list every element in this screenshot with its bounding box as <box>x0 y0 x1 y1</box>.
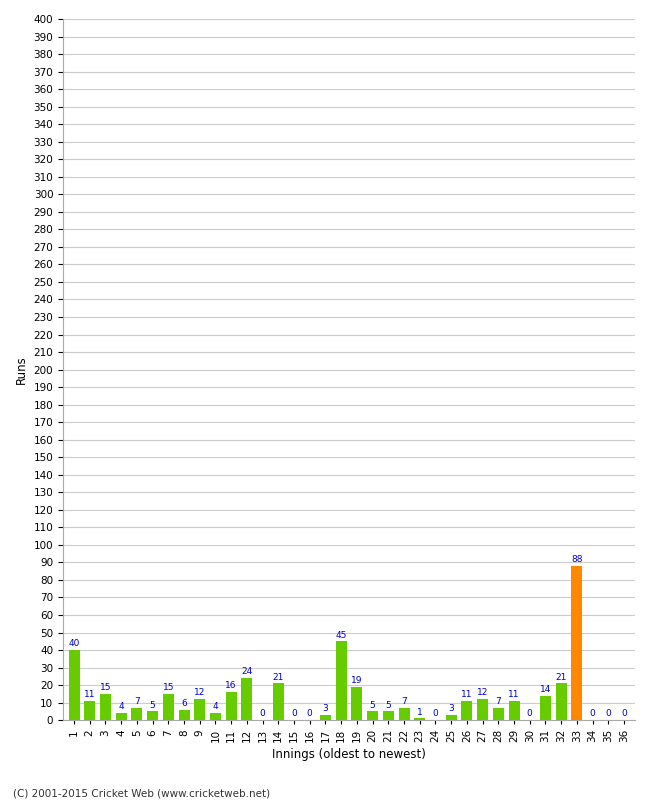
Text: 16: 16 <box>226 682 237 690</box>
Bar <box>116 713 127 720</box>
Text: 12: 12 <box>194 688 205 698</box>
Text: 7: 7 <box>401 697 407 706</box>
Bar <box>367 711 378 720</box>
Text: 19: 19 <box>351 676 363 685</box>
Bar <box>131 708 142 720</box>
Bar <box>84 701 96 720</box>
Text: 88: 88 <box>571 555 582 564</box>
Bar <box>320 715 331 720</box>
Text: 3: 3 <box>448 704 454 713</box>
Text: 0: 0 <box>291 710 297 718</box>
Bar <box>273 683 284 720</box>
Text: 0: 0 <box>432 710 438 718</box>
Y-axis label: Runs: Runs <box>15 355 28 384</box>
Text: 0: 0 <box>605 710 611 718</box>
Bar <box>398 708 410 720</box>
Text: 5: 5 <box>370 701 376 710</box>
Text: 24: 24 <box>241 667 252 676</box>
Text: 5: 5 <box>150 701 155 710</box>
Text: 11: 11 <box>508 690 520 699</box>
Bar <box>179 710 190 720</box>
Text: 0: 0 <box>260 710 265 718</box>
Text: 15: 15 <box>99 683 111 692</box>
Bar <box>100 694 111 720</box>
Bar <box>493 708 504 720</box>
Bar <box>352 687 362 720</box>
Bar <box>556 683 567 720</box>
Text: 4: 4 <box>213 702 218 711</box>
Bar <box>414 718 425 720</box>
Bar <box>571 566 582 720</box>
Bar <box>446 715 457 720</box>
Bar <box>383 711 394 720</box>
Text: 0: 0 <box>621 710 627 718</box>
Bar <box>210 713 221 720</box>
Text: 0: 0 <box>590 710 595 718</box>
Bar <box>147 711 158 720</box>
Text: 7: 7 <box>134 697 140 706</box>
Bar <box>68 650 79 720</box>
Text: 21: 21 <box>272 673 284 682</box>
Text: 15: 15 <box>162 683 174 692</box>
Bar <box>508 701 519 720</box>
Bar <box>226 692 237 720</box>
Bar <box>335 642 346 720</box>
Text: 21: 21 <box>556 673 567 682</box>
Bar <box>241 678 252 720</box>
Text: 11: 11 <box>84 690 96 699</box>
Text: 40: 40 <box>68 639 80 648</box>
Text: (C) 2001-2015 Cricket Web (www.cricketweb.net): (C) 2001-2015 Cricket Web (www.cricketwe… <box>13 788 270 798</box>
Bar <box>477 699 488 720</box>
Text: 1: 1 <box>417 708 423 717</box>
Text: 4: 4 <box>118 702 124 711</box>
Text: 0: 0 <box>307 710 313 718</box>
Bar <box>162 694 174 720</box>
Text: 7: 7 <box>495 697 501 706</box>
Text: 12: 12 <box>477 688 488 698</box>
Text: 3: 3 <box>322 704 328 713</box>
Bar <box>462 701 473 720</box>
Bar <box>194 699 205 720</box>
Text: 11: 11 <box>461 690 473 699</box>
Text: 6: 6 <box>181 699 187 708</box>
Bar <box>540 696 551 720</box>
Text: 45: 45 <box>335 630 347 639</box>
Text: 14: 14 <box>540 685 551 694</box>
X-axis label: Innings (oldest to newest): Innings (oldest to newest) <box>272 748 426 761</box>
Text: 0: 0 <box>527 710 532 718</box>
Text: 5: 5 <box>385 701 391 710</box>
